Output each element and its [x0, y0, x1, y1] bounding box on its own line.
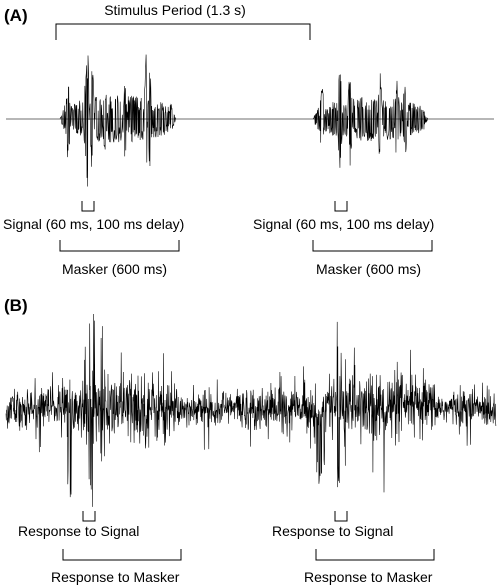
response-masker-label-2: Response to Masker [304, 569, 433, 585]
panel-b-label: (B) [4, 296, 28, 315]
response-signal-label-2: Response to Signal [272, 523, 393, 539]
panel-a-label: (A) [4, 6, 28, 25]
masker-label-2: Masker (600 ms) [316, 261, 421, 277]
signal-label-1: Signal (60 ms, 100 ms delay) [3, 216, 184, 232]
signal-bracket-1 [81, 201, 95, 212]
response-masker-bracket-1 [62, 549, 182, 561]
panel-a: (A) Stimulus Period (1.3 s) Signal (60 m… [3, 2, 494, 277]
stimulus-period-label: Stimulus Period (1.3 s) [104, 2, 246, 18]
response-masker-label-1: Response to Masker [51, 569, 180, 585]
masker-bracket-1 [59, 240, 180, 252]
response-signal-label-1: Response to Signal [18, 523, 139, 539]
stimulus-waveform-1 [59, 54, 177, 187]
signal-label-2: Signal (60 ms, 100 ms delay) [253, 216, 434, 232]
response-signal-bracket-1 [82, 511, 96, 522]
response-masker-bracket-2 [315, 549, 435, 561]
masker-bracket-2 [312, 240, 433, 252]
masker-label-1: Masker (600 ms) [62, 261, 167, 277]
response-waveform [5, 314, 497, 507]
signal-bracket-2 [334, 201, 348, 212]
response-signal-bracket-2 [334, 511, 348, 522]
stimulus-waveform-2 [312, 73, 428, 168]
panel-b: (B) Response to Signal Response to Signa… [4, 296, 497, 585]
stimulus-period-bracket [55, 23, 311, 40]
